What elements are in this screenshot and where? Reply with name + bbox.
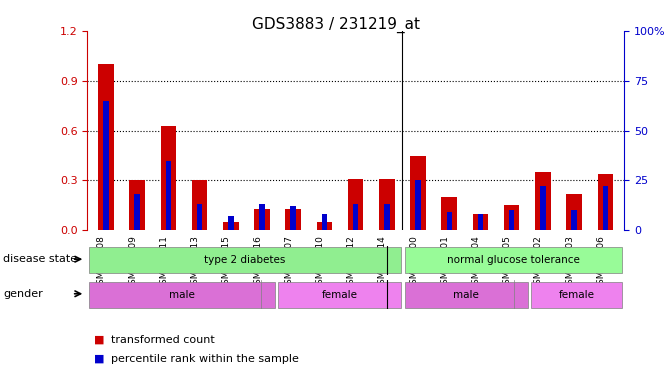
Text: disease state: disease state <box>3 254 77 264</box>
Text: female: female <box>322 290 358 300</box>
Bar <box>192 180 207 230</box>
Text: male: male <box>453 290 479 300</box>
Bar <box>259 204 265 230</box>
FancyBboxPatch shape <box>531 282 623 308</box>
Text: transformed count: transformed count <box>111 335 215 345</box>
Text: percentile rank within the sample: percentile rank within the sample <box>111 354 299 364</box>
Bar <box>254 209 270 230</box>
Bar <box>442 197 457 230</box>
Bar <box>446 212 452 230</box>
Bar <box>321 214 327 230</box>
Bar <box>166 161 171 230</box>
Bar <box>572 210 577 230</box>
FancyBboxPatch shape <box>405 282 527 308</box>
Bar <box>197 204 203 230</box>
Bar <box>134 194 140 230</box>
Bar <box>540 187 546 230</box>
Bar <box>535 172 551 230</box>
Text: female: female <box>559 290 595 300</box>
Bar <box>285 209 301 230</box>
FancyBboxPatch shape <box>89 282 275 308</box>
Text: gender: gender <box>3 289 43 299</box>
Bar <box>379 179 395 230</box>
Bar <box>130 180 145 230</box>
Text: ■: ■ <box>94 354 105 364</box>
Bar <box>223 222 239 230</box>
Bar <box>353 204 358 230</box>
Bar <box>291 207 296 230</box>
Bar <box>509 210 515 230</box>
Bar <box>415 180 421 230</box>
FancyBboxPatch shape <box>278 282 401 308</box>
Text: male: male <box>169 290 195 300</box>
Bar <box>504 205 519 230</box>
Bar <box>228 217 234 230</box>
Bar <box>98 64 114 230</box>
Bar <box>160 126 176 230</box>
Bar <box>317 222 332 230</box>
Bar <box>566 194 582 230</box>
Text: GDS3883 / 231219_at: GDS3883 / 231219_at <box>252 17 419 33</box>
Bar <box>348 179 364 230</box>
Bar <box>472 214 488 230</box>
Bar <box>384 204 390 230</box>
FancyBboxPatch shape <box>89 247 401 273</box>
Text: ■: ■ <box>94 335 105 345</box>
Bar <box>478 214 483 230</box>
Text: normal glucose tolerance: normal glucose tolerance <box>447 255 580 265</box>
Text: type 2 diabetes: type 2 diabetes <box>205 255 286 265</box>
Bar <box>410 156 426 230</box>
Bar <box>597 174 613 230</box>
Bar <box>603 187 608 230</box>
FancyBboxPatch shape <box>405 247 623 273</box>
Bar <box>103 101 109 230</box>
